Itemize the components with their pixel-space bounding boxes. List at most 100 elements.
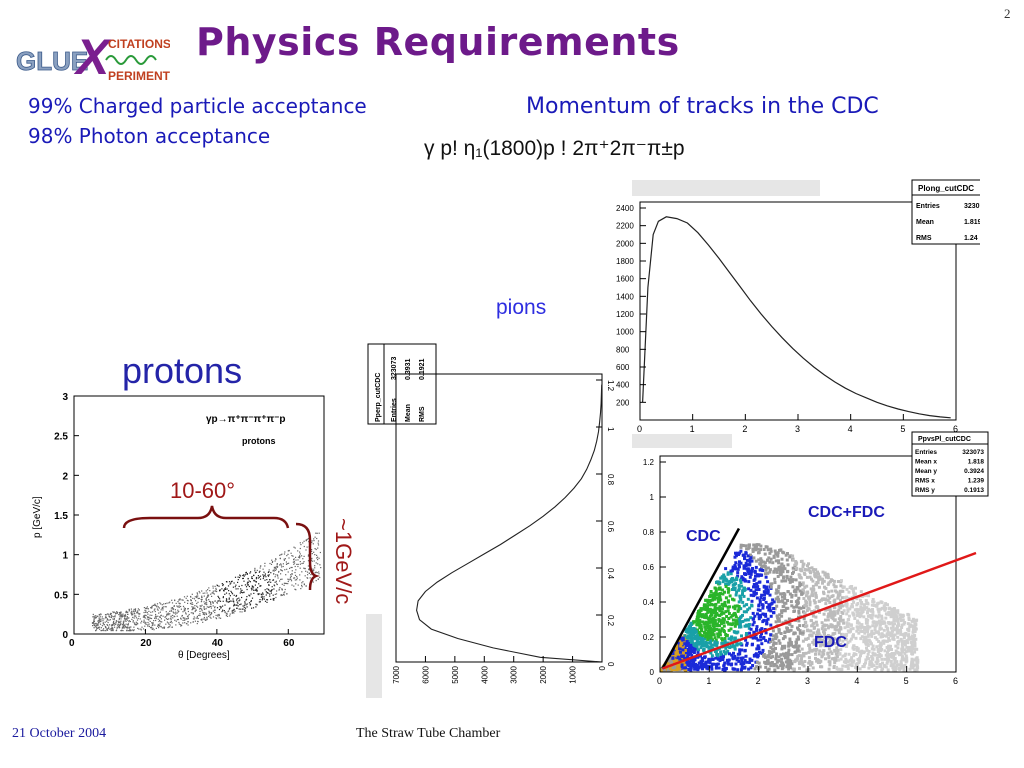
logo-x-letter: X bbox=[73, 29, 112, 84]
plong-ytick-label: 2400 bbox=[616, 204, 634, 213]
label-fdc: FDC bbox=[814, 634, 847, 651]
slide-title: Physics Requirements bbox=[196, 20, 680, 64]
page-number: 2 bbox=[1004, 6, 1011, 21]
reaction-formula: γ p! η₁(1800)p ! 2π⁺2π⁻π±p bbox=[424, 137, 685, 160]
pperp-stats-name: Pperp_cutCDC bbox=[375, 373, 382, 422]
protons-label: protons bbox=[122, 350, 243, 391]
pp-stat-key: Mean x bbox=[915, 459, 937, 466]
logo-top-text: CITATIONS bbox=[108, 37, 170, 51]
pperp-ctick-label: 2000 bbox=[539, 665, 548, 683]
pp-stat-value: 1.239 bbox=[968, 478, 985, 485]
bullet-photon: 98% Photon acceptance bbox=[28, 124, 271, 148]
plong-stat-value: 1.819 bbox=[964, 219, 980, 226]
pp-ytick-label: 1.2 bbox=[643, 458, 655, 467]
plong-ytick-label: 600 bbox=[616, 363, 630, 372]
protons-xtick-label: 0 bbox=[69, 638, 75, 649]
pperp-ctick-label: 6000 bbox=[421, 665, 430, 683]
pp-stat-value: 323073 bbox=[962, 449, 984, 456]
protons-ytick-label: 2.5 bbox=[54, 432, 68, 443]
pp-stat-key: RMS y bbox=[915, 487, 935, 494]
pp-stat-value: 0.3924 bbox=[964, 468, 984, 475]
pperp-ptick-label: 0.4 bbox=[606, 568, 615, 580]
pp-xtick-label: 5 bbox=[904, 676, 909, 686]
pperp-histogram: Pperp_cutCDC Entries 323073 Mean 0.3931 RMS 0.… bbox=[356, 340, 622, 700]
cdc-boundary-line bbox=[661, 527, 741, 670]
plong-ytick-label: 1400 bbox=[616, 292, 634, 301]
plong-frame bbox=[639, 201, 957, 421]
angle-brace bbox=[122, 505, 320, 591]
plong-xtick-label: 2 bbox=[742, 424, 747, 432]
ppvspl-heatmap: 0 1 2 3 4 5 6 0 0.2 0.4 0.6 0.8 1 1.2 PpvsPl_cutCDC En… bbox=[600, 430, 1000, 686]
pp-xtick-label: 3 bbox=[805, 676, 810, 686]
pp-stat-key: RMS x bbox=[915, 478, 935, 485]
plong-ytick-label: 2000 bbox=[616, 239, 634, 248]
pperp-series-line bbox=[416, 384, 603, 663]
pp-xtick-label: 0 bbox=[657, 676, 662, 686]
protons-scatter-points bbox=[91, 532, 322, 632]
plong-stat-value: 1.24 bbox=[964, 235, 978, 242]
pperp-ptick-label: 0.8 bbox=[606, 474, 615, 486]
plong-ytick-label: 1800 bbox=[616, 257, 634, 266]
pperp-frame bbox=[395, 373, 603, 663]
logo-glue-text: GLUE bbox=[16, 46, 88, 76]
pp-title-bar bbox=[632, 434, 732, 448]
plong-xtick-label: 0 bbox=[637, 424, 642, 432]
pperp-ctick-label: 0 bbox=[598, 665, 607, 670]
pperp-stat-key: Entries bbox=[391, 398, 398, 422]
pperp-ptick-label: 1.2 bbox=[606, 380, 615, 392]
footer-date: 21 October 2004 bbox=[12, 726, 107, 741]
plong-ytick-label: 1200 bbox=[616, 310, 634, 319]
pperp-title-bar bbox=[366, 614, 382, 698]
plong-title-bar bbox=[632, 180, 820, 196]
plong-ytick-label: 800 bbox=[616, 345, 630, 354]
pperp-ctick-label: 7000 bbox=[392, 665, 401, 683]
plong-stat-value: 323073 bbox=[964, 203, 980, 210]
pp-ytick-label: 1 bbox=[650, 493, 655, 502]
protons-xtick-label: 20 bbox=[140, 638, 152, 649]
logo-bottom-text: PERIMENT bbox=[108, 69, 170, 83]
protons-ytick-label: 1 bbox=[62, 551, 68, 562]
pions-label: pions bbox=[496, 296, 547, 319]
label-cdc: CDC bbox=[686, 528, 721, 545]
plong-xtick-label: 5 bbox=[900, 424, 905, 432]
label-cdc-fdc: CDC+FDC bbox=[808, 504, 885, 521]
momentum-heading: Momentum of tracks in the CDC bbox=[526, 94, 879, 119]
pp-stat-value: 0.1913 bbox=[964, 487, 984, 494]
plong-stats-box: Plong_cutCDC Entries 323073 Mean 1.819 RMS 1.… bbox=[911, 179, 1009, 245]
plong-stat-key: RMS bbox=[916, 235, 932, 242]
pperp-ctick-label: 1000 bbox=[569, 665, 578, 683]
momentum-range-label: ~1GeV/c bbox=[331, 518, 356, 605]
pperp-stat-key: Mean bbox=[405, 404, 412, 422]
pp-stats-box: PpvsPl_cutCDC Entries 323073 Mean x 1.818 Mea… bbox=[911, 431, 989, 497]
footer-title: The Straw Tube Chamber bbox=[356, 726, 501, 741]
pp-xtick-label: 1 bbox=[706, 676, 711, 686]
pp-ytick-label: 0.8 bbox=[643, 528, 655, 537]
pperp-ptick-label: 0 bbox=[606, 662, 615, 667]
protons-ytick-label: 0 bbox=[62, 630, 68, 641]
pperp-ctick-label: 5000 bbox=[451, 665, 460, 683]
plong-stat-key: Entries bbox=[916, 203, 940, 210]
pperp-stat-key: RMS bbox=[419, 406, 426, 422]
plong-histogram: 0 1 2 3 4 5 6 200 400 600 800 1000 1200 1400 1600 1800 2… bbox=[600, 176, 1009, 434]
plong-xtick-label: 3 bbox=[795, 424, 800, 432]
protons-ytick-label: 1.5 bbox=[54, 511, 68, 522]
pperp-ptick-label: 0.2 bbox=[606, 615, 615, 627]
pperp-stat-value: 0.1921 bbox=[419, 358, 426, 380]
pp-xtick-label: 6 bbox=[953, 676, 958, 686]
pp-xtick-label: 2 bbox=[756, 676, 761, 686]
pp-stat-key: Entries bbox=[915, 449, 937, 456]
plong-xtick-label: 1 bbox=[690, 424, 695, 432]
plong-ytick-label: 1000 bbox=[616, 328, 634, 337]
plong-xtick-label: 4 bbox=[848, 424, 853, 432]
protons-plot-subtitle: protons bbox=[242, 436, 276, 446]
plong-ytick-label: 1600 bbox=[616, 275, 634, 284]
protons-xtick-label: 60 bbox=[283, 638, 295, 649]
pperp-stat-value: 323073 bbox=[391, 357, 398, 380]
plong-series-line bbox=[642, 216, 951, 419]
plong-stats-name: Plong_cutCDC bbox=[918, 184, 974, 193]
bullet-charged: 99% Charged particle acceptance bbox=[28, 94, 367, 118]
pp-ytick-label: 0.4 bbox=[643, 598, 655, 607]
pperp-ctick-label: 4000 bbox=[480, 665, 489, 683]
pperp-stats-box: Pperp_cutCDC Entries 323073 Mean 0.3931 RMS 0.… bbox=[367, 343, 437, 425]
protons-ylabel: p [GeV/c] bbox=[32, 496, 43, 538]
